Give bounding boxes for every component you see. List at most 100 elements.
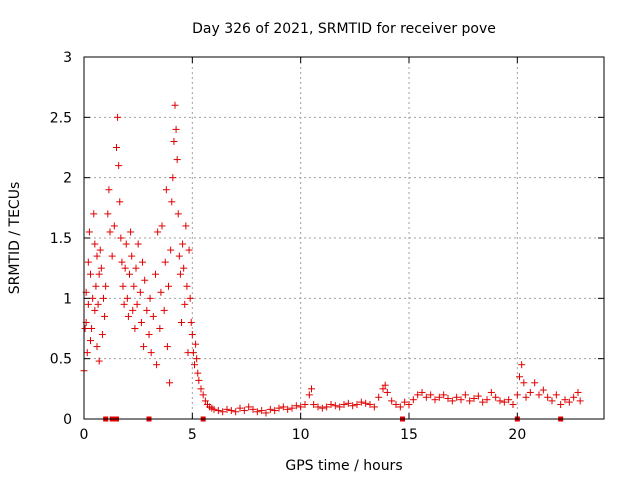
data-point — [134, 240, 142, 248]
data-point — [453, 393, 461, 401]
data-point — [153, 361, 161, 369]
data-point — [199, 391, 207, 399]
data-point — [113, 144, 120, 151]
data-point — [147, 349, 155, 357]
data-point — [314, 403, 322, 411]
data-point — [526, 388, 534, 396]
data-point — [126, 270, 133, 278]
data-point — [97, 264, 105, 272]
data-point — [171, 101, 179, 109]
data-point — [557, 401, 565, 409]
data-point — [223, 405, 231, 413]
data-point — [279, 403, 287, 411]
data-point — [487, 388, 495, 396]
data-point — [98, 331, 106, 339]
chart-title: Day 326 of 2021, SRMTID for receiver pov… — [192, 21, 496, 37]
data-point — [173, 156, 181, 164]
data-point — [500, 398, 508, 406]
data-point — [305, 391, 313, 399]
data-point — [195, 376, 203, 384]
data-point — [292, 402, 300, 410]
data-point — [137, 318, 145, 326]
data-point — [94, 300, 102, 308]
data-point — [240, 407, 248, 415]
data-point — [284, 405, 292, 413]
data-point — [197, 385, 205, 393]
data-point — [440, 391, 448, 399]
data-point — [123, 294, 131, 302]
data-point — [552, 391, 560, 399]
data-point — [457, 396, 465, 404]
data-point — [349, 402, 357, 410]
data-point — [262, 409, 270, 417]
data-point — [379, 385, 387, 393]
data-point — [121, 264, 129, 272]
data-point — [131, 325, 139, 332]
y-tick-label: 0 — [63, 412, 72, 428]
data-point — [323, 403, 331, 411]
data-point — [132, 264, 140, 272]
data-point — [89, 294, 97, 302]
data-point — [102, 282, 110, 290]
data-point — [187, 318, 195, 326]
data-points — [80, 101, 584, 422]
data-point — [392, 401, 400, 409]
data-point — [479, 398, 487, 406]
data-point — [157, 288, 165, 296]
data-point — [129, 306, 137, 314]
data-point — [288, 404, 296, 412]
axis-ticks — [83, 56, 604, 420]
data-point — [327, 401, 335, 409]
data-point — [106, 228, 114, 236]
data-point — [409, 396, 417, 404]
data-point — [92, 282, 100, 290]
data-point — [105, 186, 113, 194]
y-tick-labels: 0 0.5 1 1.5 2 2.5 3 — [50, 50, 72, 428]
x-tick-labels: 0 5 10 15 20 — [80, 427, 527, 443]
y-tick-label: 0.5 — [50, 352, 72, 368]
data-point — [183, 282, 191, 290]
data-point — [466, 397, 474, 405]
data-point — [81, 325, 89, 332]
x-tick-label: 5 — [188, 427, 197, 443]
data-point — [331, 402, 339, 410]
data-point — [90, 210, 98, 218]
data-point — [176, 270, 184, 278]
data-point — [191, 361, 198, 369]
x-axis-label: GPS time / hours — [285, 458, 402, 474]
data-point — [100, 294, 107, 302]
data-point — [145, 331, 153, 339]
data-point — [435, 393, 443, 401]
data-point — [117, 234, 125, 242]
data-point — [509, 401, 517, 409]
data-point — [95, 357, 103, 365]
data-point — [136, 288, 144, 296]
data-point — [362, 399, 370, 407]
data-point — [427, 391, 435, 399]
data-point — [161, 258, 169, 266]
data-point — [104, 210, 112, 218]
data-point — [172, 125, 180, 133]
data-point — [388, 397, 396, 405]
y-axis-label: SRMTID / TECUs — [7, 182, 23, 295]
data-point — [118, 258, 126, 266]
y-tick-label: 1 — [63, 291, 72, 307]
data-point — [461, 391, 469, 399]
data-point — [340, 401, 348, 409]
data-point — [91, 240, 99, 248]
x-tick-label: 15 — [400, 427, 418, 443]
data-point — [245, 403, 253, 411]
data-point — [492, 393, 500, 401]
data-point — [185, 246, 193, 254]
data-point — [422, 393, 430, 401]
data-point — [181, 300, 189, 308]
data-point — [210, 405, 218, 413]
data-point — [166, 379, 174, 387]
data-point — [178, 318, 185, 326]
data-point — [418, 388, 426, 396]
data-point — [120, 300, 128, 308]
y-tick-label: 3 — [63, 50, 72, 66]
data-point — [116, 198, 124, 206]
data-point — [140, 343, 148, 351]
data-point — [535, 391, 543, 399]
